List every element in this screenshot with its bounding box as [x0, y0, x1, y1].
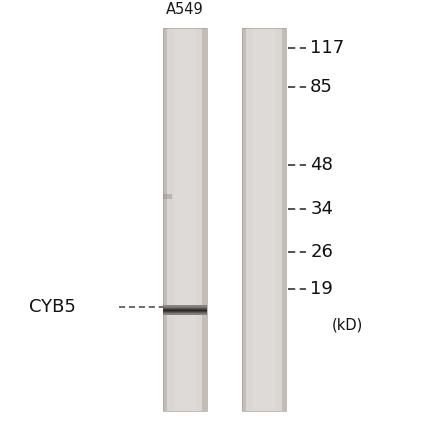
Text: 26: 26 [310, 243, 333, 261]
Text: 48: 48 [310, 156, 333, 174]
Text: 19: 19 [310, 280, 333, 298]
Bar [242, 28, 286, 411]
Bar [242, 28, 246, 411]
Bar [163, 28, 167, 411]
Text: (kD): (kD) [332, 317, 363, 332]
Bar [163, 28, 207, 411]
Bar [282, 28, 286, 411]
Bar [163, 28, 207, 411]
Text: 85: 85 [310, 78, 333, 96]
Text: 117: 117 [310, 39, 345, 57]
Bar [253, 28, 275, 411]
Bar [202, 28, 207, 411]
Bar [242, 28, 286, 411]
Bar [163, 194, 172, 198]
Bar [174, 28, 196, 411]
Text: 34: 34 [310, 199, 333, 217]
Text: CYB5: CYB5 [29, 298, 76, 316]
Text: A549: A549 [166, 2, 204, 17]
